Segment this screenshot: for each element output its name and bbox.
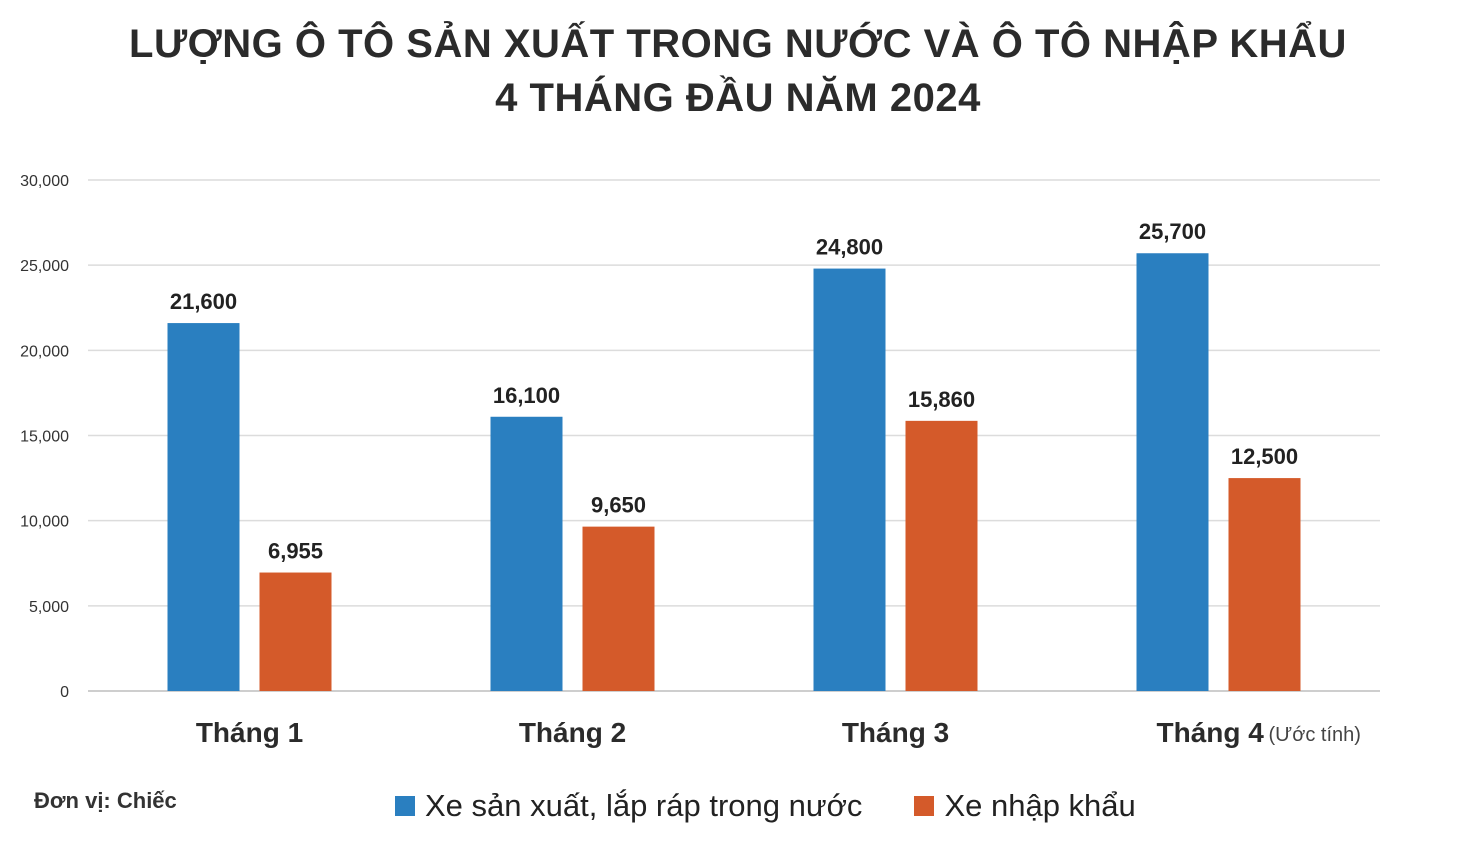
legend-swatch-imported	[914, 796, 935, 816]
data-label: 15,860	[908, 387, 975, 412]
x-tick-label: Tháng 4	[1157, 717, 1265, 748]
bar-domestic-4	[1136, 253, 1209, 691]
chart-title: LƯỢNG Ô TÔ SẢN XUẤT TRONG NƯỚC VÀ Ô TÔ N…	[129, 22, 1347, 66]
legend-label-domestic: Xe sản xuất, lắp ráp trong nước	[425, 788, 863, 823]
bar-imported-4	[1228, 478, 1301, 691]
y-tick-label: 10,000	[20, 514, 69, 531]
y-tick-label: 20,000	[20, 343, 69, 360]
bar-imported-3	[905, 420, 978, 691]
bar-imported-1	[259, 572, 332, 691]
bar-imported-2	[582, 526, 655, 691]
bar-domestic-1	[167, 323, 240, 691]
chart-subtitle: 4 THÁNG ĐẦU NĂM 2024	[495, 76, 981, 120]
x-tick-label: Tháng 2	[519, 717, 626, 748]
legend-label-imported: Xe nhập khẩu	[944, 788, 1136, 823]
x-tick-label: Tháng 3	[842, 717, 949, 748]
y-tick-label: 30,000	[20, 173, 69, 190]
y-tick-label: 5,000	[29, 599, 69, 616]
x-tick-label: Tháng 1	[196, 717, 303, 748]
y-tick-label: 25,000	[20, 258, 69, 275]
y-tick-label: 0	[60, 684, 69, 701]
data-label: 25,700	[1139, 219, 1206, 244]
data-label: 24,800	[816, 235, 883, 260]
bar-domestic-3	[813, 268, 886, 691]
legend: Xe sản xuất, lắp ráp trong nước Xe nhập …	[395, 788, 1188, 824]
data-label: 6,955	[268, 539, 323, 564]
unit-label: Đơn vị: Chiếc	[34, 788, 177, 813]
data-label: 21,600	[170, 289, 237, 314]
x-tick-note: (Ước tính)	[1269, 724, 1361, 746]
bar-domestic-2	[490, 416, 563, 691]
y-tick-label: 15,000	[20, 429, 69, 446]
legend-swatch-domestic	[395, 796, 415, 816]
legend-item-domestic: Xe sản xuất, lắp ráp trong nước	[395, 788, 862, 824]
legend-item-imported: Xe nhập khẩu	[914, 788, 1136, 824]
data-label: 16,100	[493, 383, 560, 408]
data-label: 9,650	[591, 493, 646, 518]
data-label: 12,500	[1231, 444, 1298, 469]
